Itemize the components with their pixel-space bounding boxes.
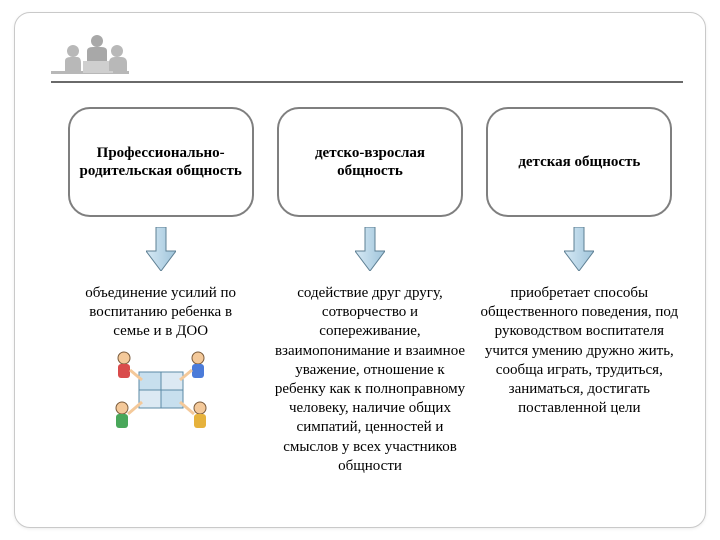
concept-card-3: детская общность xyxy=(486,107,672,217)
card-title: детско-взрослая общность xyxy=(287,144,453,180)
card-title: детская общность xyxy=(518,153,640,171)
down-arrow-icon xyxy=(355,227,385,276)
diagram-column: детско-взрослая общность содействие друг… xyxy=(270,107,469,476)
diagram-column: детская общность приобретает способы общ… xyxy=(480,107,679,476)
column-description: содействие друг другу, сотворчество и со… xyxy=(270,284,469,476)
header-divider xyxy=(51,81,683,83)
columns-row: Профессионально-родительская общность об… xyxy=(61,107,679,476)
diagram-column: Профессионально-родительская общность об… xyxy=(61,107,260,476)
card-title: Профессионально-родительская общность xyxy=(78,144,244,180)
children-puzzle-icon xyxy=(106,348,216,437)
concept-card-2: детско-взрослая общность xyxy=(277,107,463,217)
column-description: объединение усилий по воспитанию ребенка… xyxy=(76,284,246,342)
concept-card-1: Профессионально-родительская общность xyxy=(68,107,254,217)
down-arrow-icon xyxy=(564,227,594,276)
column-description: приобретает способы общественного поведе… xyxy=(480,284,679,418)
slide-frame: Профессионально-родительская общность об… xyxy=(14,12,706,528)
business-silhouette-icon xyxy=(51,27,147,81)
down-arrow-icon xyxy=(146,227,176,276)
